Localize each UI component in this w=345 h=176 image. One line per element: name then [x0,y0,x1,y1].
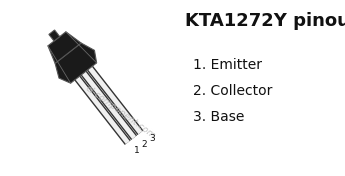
Text: 2: 2 [141,140,147,149]
Text: el-component.com: el-component.com [83,84,157,140]
Polygon shape [49,30,60,41]
Text: 3. Base: 3. Base [193,110,244,124]
Polygon shape [48,32,81,63]
Text: KTA1272Y pinout: KTA1272Y pinout [185,12,345,30]
Text: 2. Collector: 2. Collector [193,84,272,98]
Polygon shape [55,43,97,83]
Text: 1: 1 [134,146,139,155]
Text: 3: 3 [149,134,155,143]
Text: 1. Emitter: 1. Emitter [193,58,262,72]
